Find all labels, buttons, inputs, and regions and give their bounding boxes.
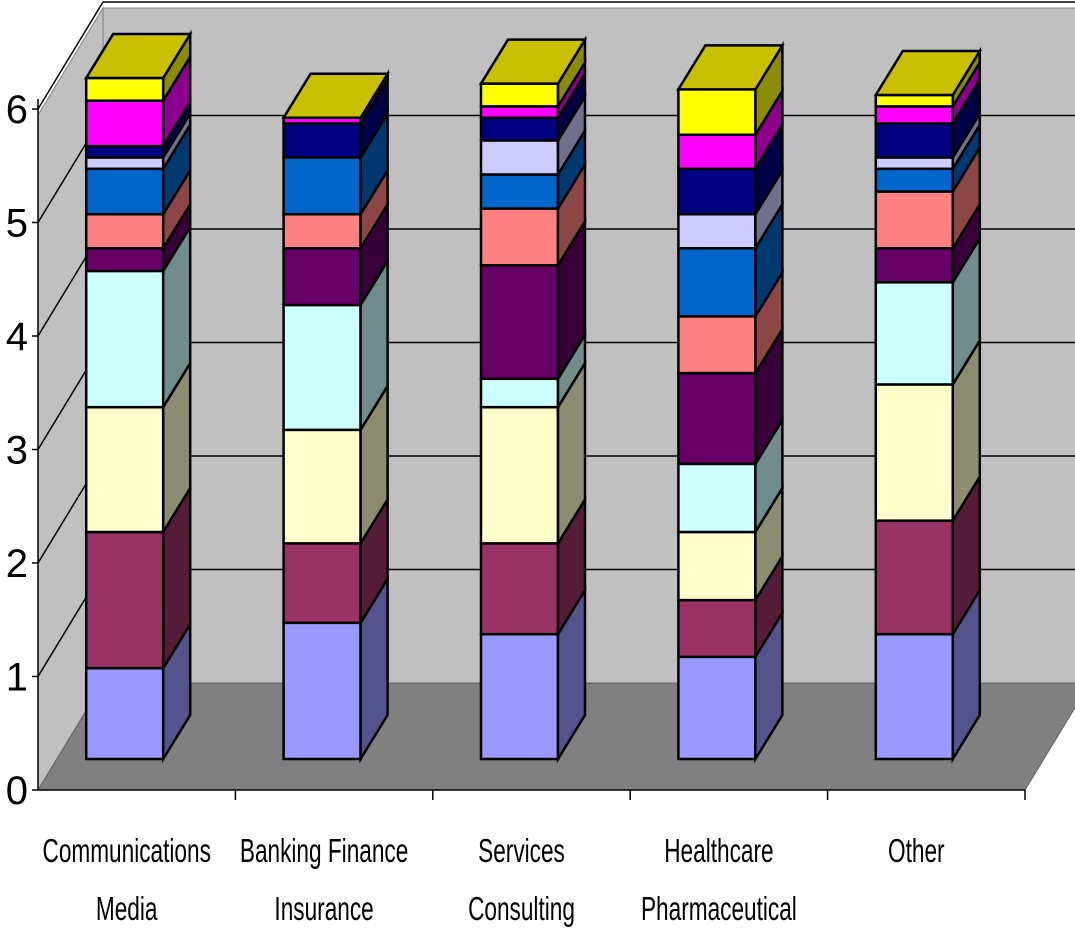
bar-segment [677,167,757,216]
bar-segment [874,632,955,761]
bar-segment [479,82,560,108]
y-tick-label: 2 [6,542,28,586]
bar-segment [874,105,955,125]
gridline-side [37,1,104,110]
x-category-label: Media [96,891,158,928]
bar-segment [479,207,560,267]
bar-segment [874,167,955,193]
bar-segment [677,371,757,466]
bar-segment [84,76,165,102]
bar-segment [479,377,560,409]
bar-segment [479,105,560,119]
bar-segment [479,632,560,761]
bar-segment [84,212,165,250]
y-tick-label: 6 [6,88,28,132]
bar-stack [83,29,193,764]
x-category-label: Insurance [274,891,373,928]
bar-segment [282,428,362,545]
bar-segment [282,542,362,625]
bar-segment [479,173,560,210]
y-tick-label: 4 [6,315,28,359]
bar-top [83,32,193,80]
bar-segment [282,247,362,307]
x-category-label: Communications [42,833,210,870]
bar-segment [874,519,955,636]
bar-top [676,44,785,91]
bar-stack [873,46,983,764]
bar-segment [677,530,757,602]
y-tick-label: 5 [6,202,28,246]
bar-segment [84,405,165,534]
bar-segment [282,621,362,761]
x-category-label: Other [888,833,945,870]
bar-stack [281,69,390,764]
bar-segment [479,116,560,142]
bar-segment [479,405,560,545]
x-axis-category-labels: Communications Media Banking Finance Insura… [42,833,944,928]
bars [83,29,983,764]
bar-segment [282,303,362,432]
x-category-label: Pharmaceutical [641,891,797,928]
bar-segment [677,212,757,250]
bar-segment [84,144,165,159]
y-tick-label: 3 [6,429,28,473]
x-category-label: Consulting [468,891,575,928]
bar-segment [874,281,955,386]
x-category-label: Services [478,833,565,870]
bar-segment [282,212,362,250]
y-tick-label: 0 [6,769,28,813]
bar-top [478,38,588,85]
bar-segment [677,598,757,659]
bar-segment [84,156,165,171]
bar-segment [677,655,757,761]
bar-segment [84,269,165,409]
bar-segment [874,190,955,250]
bar-segment [874,156,955,171]
bar-top [281,72,390,119]
bar-segment [84,167,165,216]
bar-segment [479,542,560,636]
bar-segment [84,99,165,148]
y-axis-tick-labels: 0 1 2 3 4 5 6 [6,88,28,813]
bar-segment [479,139,560,176]
x-category-label: Healthcare [664,833,773,870]
bar-segment [677,88,757,136]
bar-stack [676,40,785,764]
bar-segment [874,93,955,108]
bar-segment [677,133,757,171]
bar-segment [874,383,955,522]
bar-segment [84,247,165,273]
bar-segment [282,122,362,159]
axes [32,99,1026,800]
bar-segment [84,530,165,670]
bar-segment [677,462,757,534]
bar-segment [874,122,955,159]
bar-segment [282,156,362,216]
x-category-label: Banking Finance [240,833,408,870]
y-tick-label: 1 [6,656,28,700]
bar-segment [479,264,560,381]
bar-stack [478,35,588,764]
bar-top [873,49,983,97]
bar-segment [874,247,955,284]
bar-segment [677,315,757,375]
bar-segment [84,666,165,761]
bar-segment [677,247,757,318]
